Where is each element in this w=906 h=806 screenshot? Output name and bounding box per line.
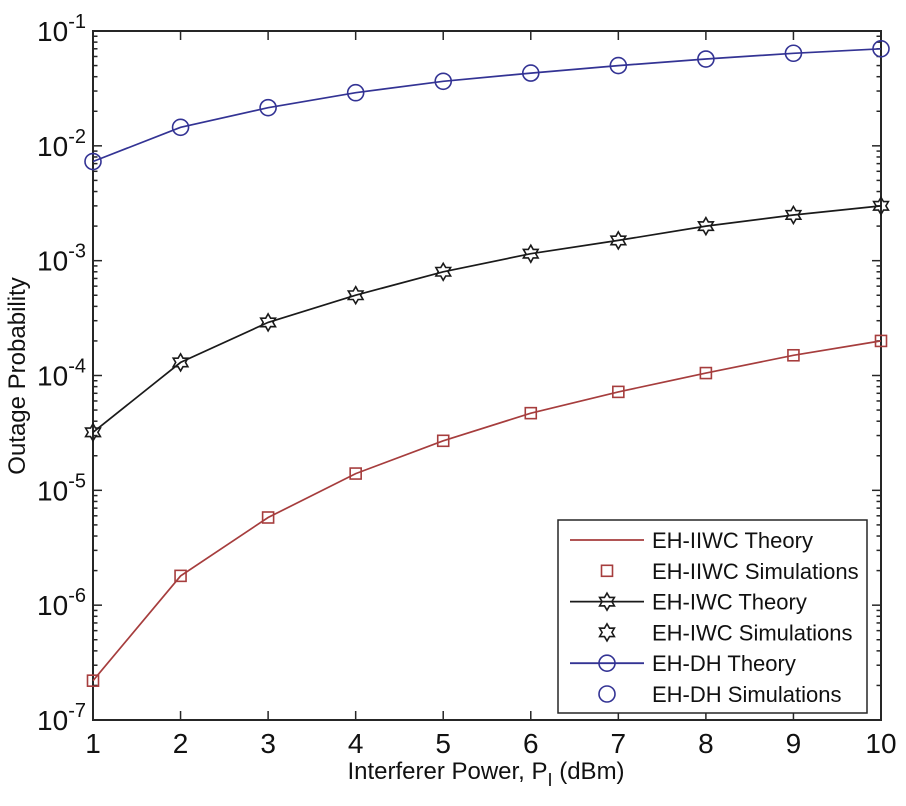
eh-dh-marker [259,98,277,117]
legend-label: EH-DH Simulations [652,682,842,707]
eh-iiwc-marker [86,674,100,687]
eh-iiwc-marker [612,385,625,399]
legend-sample-marker [598,654,616,673]
legend-sample-marker [598,685,616,703]
series-line-eh-iiwc [92,340,882,682]
eh-iwc-marker [521,243,540,264]
x-tick-label: 9 [786,728,802,759]
eh-iiwc-marker [436,434,450,448]
eh-dh-marker [609,56,628,75]
y-tick-label: 10-4 [37,356,86,392]
plot-area [92,30,882,721]
eh-iwc-marker [609,230,628,251]
eh-iiwc-marker [349,467,362,480]
legend-entry: EH-DH Theory [570,651,796,676]
legend-box [557,519,868,714]
eh-iiwc-marker [699,366,713,380]
eh-iiwc-marker [174,569,187,583]
x-tick-label: 8 [698,728,714,759]
x-tick-label: 4 [348,728,364,759]
y-tick-label: 10-1 [37,11,86,47]
eh-dh-marker [872,39,890,58]
x-tick-label: 10 [865,728,896,759]
x-tick-label: 3 [260,728,276,759]
eh-dh-marker [434,72,453,91]
legend-entry: EH-DH Simulations [598,682,842,707]
legend-label: EH-IWC Simulations [652,620,852,645]
eh-iwc-marker [872,195,890,216]
x-tick-label: 2 [173,728,189,759]
eh-dh-marker [346,83,365,102]
legend-entry: EH-IWC Theory [570,590,807,615]
eh-iwc-marker [784,204,803,226]
eh-dh-marker [84,152,102,171]
legend-entry: EH-IIWC Theory [570,528,813,553]
legend: EH-IIWC Theory EH-IIWC Simulations EH-IWC … [557,519,868,714]
eh-iwc-marker [171,352,190,373]
y-tick-label: 10-3 [37,241,86,277]
eh-iiwc-marker [261,511,275,524]
x-tick-label: 1 [85,728,101,759]
eh-iwc-marker [346,285,365,306]
legend-sample-marker [600,564,614,578]
legend-label: EH-IWC Theory [652,590,807,615]
legend-sample-marker [598,622,616,643]
legend-entry: EH-IIWC Simulations [600,559,859,584]
y-tick-label: 10-7 [37,700,86,736]
eh-dh-marker [521,64,540,82]
eh-iwc-marker [697,215,715,237]
y-tick-label: 10-2 [37,126,86,162]
eh-iiwc-marker [524,406,538,420]
eh-iwc-marker [434,261,453,282]
y-tick-label: 10-5 [37,470,86,506]
eh-iiwc-marker [787,348,800,362]
legend-sample-marker [598,591,616,612]
eh-dh-marker [171,118,190,137]
series-line-eh-dh [92,47,882,163]
x-tick-label: 5 [435,728,451,759]
y-tick-label: 10-6 [37,585,86,621]
eh-iwc-marker [259,312,277,333]
eh-dh-marker [697,50,715,68]
series-line-eh-iwc [92,205,882,433]
eh-iwc-marker [84,422,102,443]
legend-entry: EH-IWC Simulations [598,620,852,645]
plot-region: 1 2 3 4 5 6 7 8 9 10 10-1 10-2 10-3 10-4 10-5 10-6 10-7 [37,11,897,759]
x-axis-label: Interferer Power, PI (dBm) [347,758,624,790]
legend-label: EH-IIWC Simulations [652,559,859,584]
eh-dh-marker [784,44,803,63]
eh-iiwc-marker [874,334,888,348]
x-tick-label: 7 [611,728,627,759]
x-tick-label: 6 [523,728,539,759]
legend-label: EH-IIWC Theory [652,528,813,553]
y-axis-label: Outage Probability [4,277,31,474]
legend-label: EH-DH Theory [652,651,796,676]
